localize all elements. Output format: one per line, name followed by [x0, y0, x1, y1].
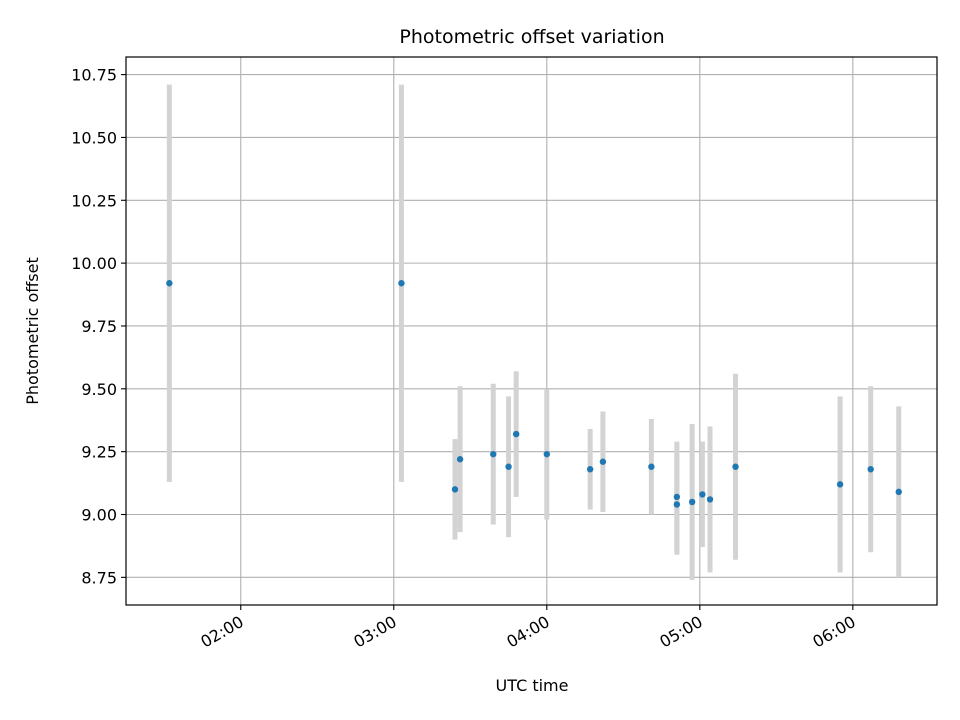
data-point	[543, 450, 551, 458]
chart-title: Photometric offset variation	[399, 26, 664, 48]
data-point	[699, 491, 706, 498]
x-tick-label: 06:00	[809, 612, 858, 652]
data-points	[166, 280, 902, 508]
y-tick-label: 10.50	[71, 128, 117, 147]
y-axis-label: Photometric offset	[23, 257, 42, 405]
data-point	[512, 430, 520, 438]
x-axis-label: UTC time	[496, 676, 569, 695]
data-point	[732, 463, 739, 470]
x-axis-ticks: 02:00 03:00 04:00 05:00 06:00	[197, 605, 859, 652]
y-tick-label: 8.75	[81, 568, 117, 587]
data-point	[688, 498, 696, 506]
y-tick-label: 10.25	[71, 191, 117, 210]
y-tick-label: 9.00	[81, 506, 117, 525]
y-tick-label: 9.50	[81, 380, 117, 399]
y-tick-label: 9.25	[81, 443, 117, 462]
data-point	[673, 501, 681, 508]
y-axis-ticks: 8.75 9.00 9.25 9.50 9.75 10.00 10.25 10.50 10.75	[71, 66, 126, 587]
data-point	[673, 493, 681, 501]
data-point	[490, 450, 497, 458]
x-tick-label: 04:00	[503, 612, 552, 652]
data-point	[895, 488, 902, 496]
data-point	[166, 280, 173, 287]
y-tick-label: 10.75	[71, 66, 117, 85]
data-point	[836, 481, 844, 488]
error-bars	[166, 84, 902, 580]
data-point	[706, 496, 714, 503]
plot-frame	[125, 56, 938, 606]
data-point	[456, 456, 464, 463]
x-tick-label: 03:00	[350, 612, 399, 652]
x-tick-label: 05:00	[656, 612, 705, 652]
y-tick-label: 10.00	[71, 254, 117, 273]
x-tick-label: 02:00	[197, 612, 246, 652]
data-point	[451, 486, 459, 493]
data-point	[648, 463, 655, 470]
y-tick-label: 9.75	[81, 317, 117, 336]
data-point	[505, 463, 512, 470]
data-point	[867, 466, 874, 473]
data-point	[599, 458, 607, 465]
data-point	[398, 280, 405, 287]
data-point	[586, 466, 594, 473]
grid	[126, 57, 937, 605]
